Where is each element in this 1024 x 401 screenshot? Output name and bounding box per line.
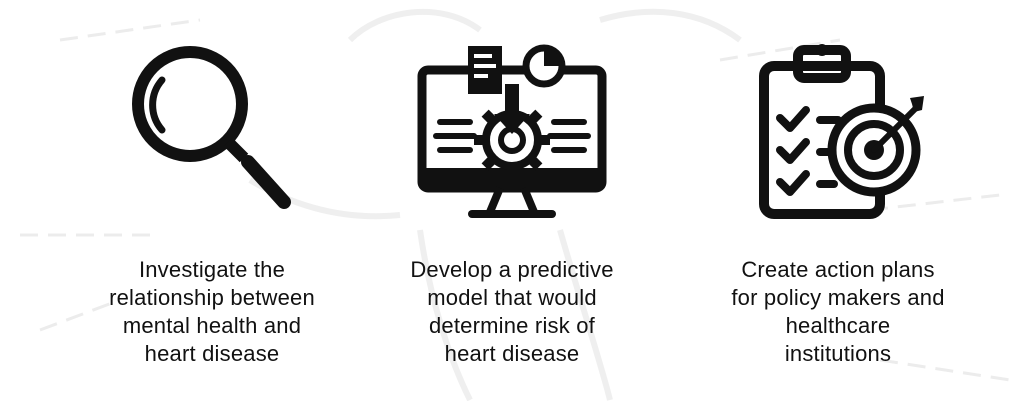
- objective-card-create: Create action plans for policy makers an…: [688, 0, 988, 401]
- objective-card-develop: Develop a predictive model that would de…: [362, 0, 662, 401]
- caption-investigate: Investigate the relationship between men…: [109, 257, 315, 366]
- caption-develop: Develop a predictive model that would de…: [410, 257, 614, 366]
- clipboard-target-icon: [759, 44, 924, 219]
- caption-create: Create action plans for policy makers an…: [731, 257, 945, 366]
- magnifying-glass-icon: [132, 46, 291, 209]
- computer-model-icon: [417, 44, 607, 218]
- objective-card-investigate: Investigate the relationship between men…: [62, 0, 362, 401]
